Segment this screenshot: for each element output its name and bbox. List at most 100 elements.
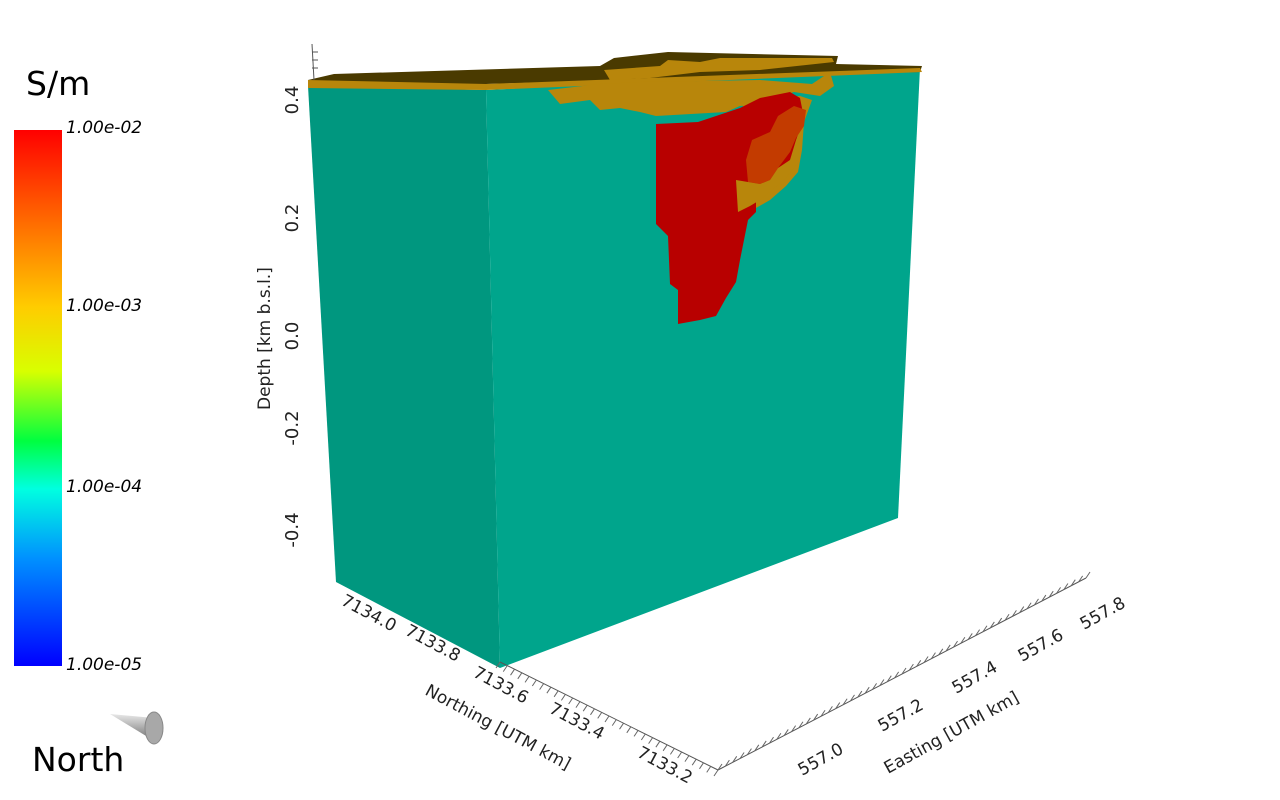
easting-minor-tick: [894, 671, 900, 679]
easting-minor-tick: [945, 644, 951, 652]
northing-minor-tick: [524, 676, 530, 683]
easting-minor-tick: [827, 706, 833, 713]
easting-minor-tick: [1085, 571, 1091, 579]
easting-minor-tick: [989, 621, 995, 629]
easting-tick-label: 557.2: [875, 695, 927, 736]
northing-axis-minor-ticks: [495, 661, 719, 777]
block-front-face: [486, 68, 920, 668]
easting-minor-tick: [842, 698, 848, 705]
easting-tick-label: 557.8: [1077, 593, 1129, 634]
northing-minor-tick: [553, 690, 559, 698]
anomaly-inner-halo: [736, 150, 800, 212]
easting-axis-label: Easting [UTM km]: [881, 688, 1023, 779]
northing-minor-tick: [669, 748, 675, 755]
depth-tick-label: 0.0: [282, 322, 303, 351]
easting-minor-tick: [1011, 610, 1017, 617]
easting-minor-tick: [805, 717, 811, 725]
depth-tick-label: -0.4: [282, 512, 303, 547]
easting-minor-tick: [886, 675, 892, 682]
surface-layer-steps: [604, 58, 834, 80]
easting-minor-tick: [813, 713, 819, 721]
northing-minor-tick: [539, 683, 545, 690]
easting-minor-tick: [732, 756, 738, 763]
easting-minor-tick: [1034, 598, 1039, 606]
northing-minor-tick: [691, 758, 697, 766]
easting-minor-tick: [901, 667, 907, 675]
easting-minor-tick: [997, 617, 1003, 625]
easting-minor-tick: [967, 633, 973, 640]
easting-minor-tick: [1063, 583, 1069, 590]
easting-minor-tick: [717, 763, 723, 771]
easting-minor-tick: [798, 721, 804, 729]
easting-minor-tick: [916, 660, 922, 667]
easting-minor-tick: [820, 709, 826, 717]
easting-minor-tick: [938, 648, 944, 656]
northing-minor-tick: [713, 769, 719, 777]
colorbar: [14, 130, 62, 666]
surface-layer-pocket: [548, 72, 834, 116]
easting-minor-tick: [864, 686, 870, 694]
northing-minor-tick: [531, 679, 537, 687]
northing-minor-tick: [560, 694, 566, 701]
northing-minor-tick: [626, 726, 632, 734]
depth-axis-label: Depth [km b.s.l.]: [255, 267, 275, 410]
easting-minor-tick: [857, 690, 863, 698]
northing-minor-tick: [575, 701, 581, 708]
easting-tick-label: 557.0: [795, 739, 847, 780]
northing-minor-tick: [619, 722, 624, 730]
colorbar-tick-label: 1.00e-02: [66, 118, 143, 138]
northing-minor-tick: [662, 744, 668, 752]
easting-minor-tick: [872, 683, 877, 690]
easting-minor-tick: [776, 733, 782, 740]
northing-minor-tick: [604, 715, 610, 723]
easting-minor-tick: [931, 652, 936, 659]
depth-axis-line: [311, 43, 315, 81]
depth-axis-ticks: 0.4 0.2 0.0 -0.2 -0.4: [282, 51, 318, 548]
north-arrow-icon: [110, 711, 164, 745]
easting-minor-tick: [923, 656, 929, 663]
easting-minor-tick: [1070, 579, 1076, 586]
easting-tick-label: 557.6: [1015, 625, 1067, 666]
easting-minor-tick: [850, 694, 855, 702]
easting-tick-label: 557.4: [949, 657, 1001, 698]
easting-minor-tick: [747, 748, 752, 755]
northing-minor-tick: [517, 672, 523, 680]
northing-minor-tick: [655, 740, 661, 748]
easting-minor-tick: [724, 759, 730, 767]
easting-minor-tick: [975, 629, 981, 636]
depth-tick-label: -0.2: [282, 410, 303, 445]
easting-axis-minor-ticks: [717, 571, 1091, 771]
northing-minor-tick: [640, 733, 646, 741]
easting-minor-tick: [879, 679, 885, 686]
northing-minor-tick: [684, 755, 690, 762]
northing-minor-tick: [633, 730, 639, 737]
northing-minor-tick: [677, 751, 683, 759]
northing-minor-tick: [611, 719, 617, 726]
northing-tick-label: 7133.6: [470, 663, 532, 709]
easting-minor-tick: [769, 736, 774, 744]
northing-tick-label: 7133.2: [634, 743, 696, 789]
northing-minor-tick: [495, 661, 501, 669]
northing-minor-tick: [546, 686, 552, 694]
easting-minor-tick: [761, 740, 767, 748]
easting-minor-tick: [1026, 602, 1032, 609]
easting-minor-tick: [982, 625, 988, 633]
surface-layer-edge: [308, 68, 922, 90]
easting-minor-tick: [953, 640, 958, 648]
easting-minor-tick: [783, 729, 789, 736]
northing-minor-tick: [597, 712, 603, 719]
easting-minor-tick: [835, 702, 841, 709]
easting-minor-tick: [960, 637, 966, 644]
north-label: North: [32, 740, 125, 779]
colorbar-tick-label: 1.00e-03: [66, 296, 143, 316]
easting-minor-tick: [908, 663, 914, 671]
colorbar-tick-label: 1.00e-04: [66, 477, 143, 497]
easting-minor-tick: [1041, 594, 1047, 602]
northing-minor-tick: [568, 697, 574, 705]
easting-minor-tick: [1019, 606, 1025, 613]
northing-minor-tick: [648, 737, 654, 744]
easting-minor-tick: [754, 744, 760, 752]
easting-minor-tick: [1056, 587, 1061, 594]
